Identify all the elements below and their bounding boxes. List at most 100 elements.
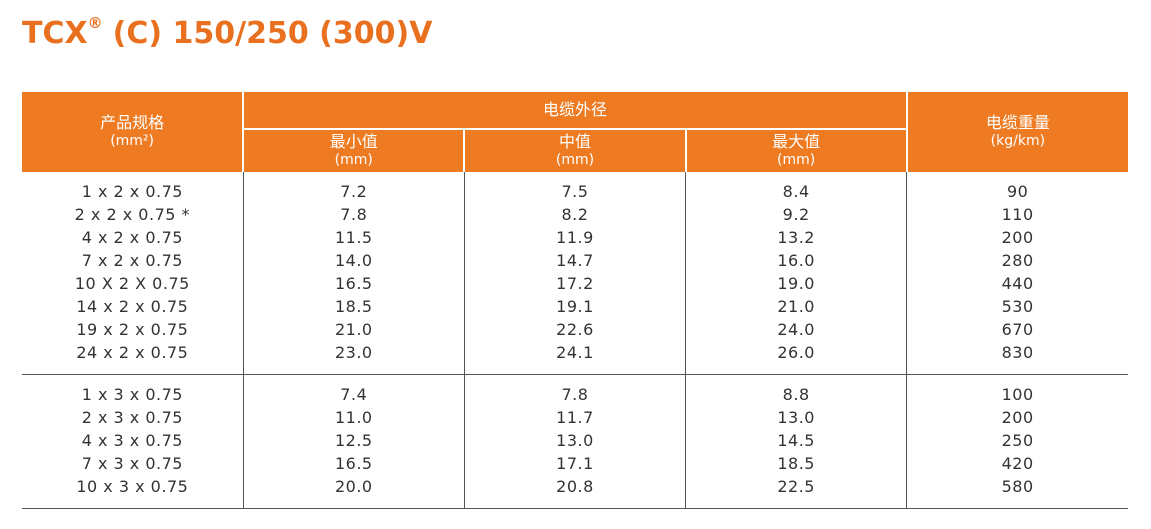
table-cell: 13.0 bbox=[463, 429, 687, 452]
table-cell: 7.2 bbox=[242, 172, 465, 203]
table-cell: 4 x 2 x 0.75 bbox=[22, 226, 244, 249]
table-cell: 100 bbox=[906, 374, 1128, 406]
table-cell: 21.0 bbox=[685, 295, 908, 318]
table-cell: 21.0 bbox=[242, 318, 465, 341]
table-cell: 22.5 bbox=[685, 475, 908, 509]
header-label: 电缆重量 bbox=[985, 113, 1050, 132]
table-cell: 830 bbox=[906, 341, 1128, 375]
table-cell: 10 X 2 X 0.75 bbox=[22, 272, 244, 295]
table-row: 14 x 2 x 0.75 18.5 19.1 21.0 530 bbox=[22, 295, 1128, 318]
table-cell: 250 bbox=[906, 429, 1128, 452]
header-unit: (mm) bbox=[334, 152, 373, 168]
table-cell: 16.5 bbox=[242, 452, 465, 475]
table-cell: 14.5 bbox=[685, 429, 908, 452]
header-label: 最小值 bbox=[329, 132, 378, 151]
table-row: 1 x 2 x 0.75 7.2 7.5 8.4 90 bbox=[22, 172, 1128, 203]
table-cell: 22.6 bbox=[463, 318, 687, 341]
table-cell: 17.2 bbox=[463, 272, 687, 295]
table-row: 4 x 3 x 0.75 12.5 13.0 14.5 250 bbox=[22, 429, 1128, 452]
table-cell: 7.5 bbox=[463, 172, 687, 203]
table-cell: 7.4 bbox=[242, 374, 465, 406]
table-cell: 7.8 bbox=[463, 374, 687, 406]
table-row: 19 x 2 x 0.75 21.0 22.6 24.0 670 bbox=[22, 318, 1128, 341]
table-cell: 11.7 bbox=[463, 406, 687, 429]
table-cell: 13.0 bbox=[685, 406, 908, 429]
title-rest: (C) 150/250 (300)V bbox=[112, 16, 433, 51]
table-cell: 7 x 2 x 0.75 bbox=[22, 249, 244, 272]
header-label: 产品规格 bbox=[100, 113, 165, 132]
table-cell: 1 x 3 x 0.75 bbox=[22, 374, 244, 406]
table-row: 7 x 3 x 0.75 16.5 17.1 18.5 420 bbox=[22, 452, 1128, 475]
table-cell: 20.8 bbox=[463, 475, 687, 509]
table-cell: 1 x 2 x 0.75 bbox=[22, 172, 244, 203]
header-label: 中值 bbox=[558, 132, 591, 151]
table-cell: 13.2 bbox=[685, 226, 908, 249]
table-cell: 19 x 2 x 0.75 bbox=[22, 318, 244, 341]
table-row: 24 x 2 x 0.75 23.0 24.1 26.0 830 bbox=[22, 341, 1128, 375]
table-row: 10 x 3 x 0.75 20.0 20.8 22.5 580 bbox=[22, 475, 1128, 509]
table-cell: 14 x 2 x 0.75 bbox=[22, 295, 244, 318]
row-group: 1 x 3 x 0.75 7.4 7.8 8.8 100 2 x 3 x 0.75 11.0… bbox=[22, 374, 1128, 509]
table-cell: 17.1 bbox=[463, 452, 687, 475]
table-cell: 200 bbox=[906, 226, 1128, 249]
header-unit: (mm²) bbox=[110, 133, 154, 149]
table-cell: 530 bbox=[906, 295, 1128, 318]
table-cell: 24 x 2 x 0.75 bbox=[22, 341, 244, 375]
table-row: 7 x 2 x 0.75 14.0 14.7 16.0 280 bbox=[22, 249, 1128, 272]
table-cell: 24.0 bbox=[685, 318, 908, 341]
title: TCX® (C) 150/250 (300)V bbox=[22, 14, 433, 51]
table-cell: 14.7 bbox=[463, 249, 687, 272]
table-cell: 9.2 bbox=[685, 203, 908, 226]
header-unit: (mm) bbox=[555, 152, 595, 168]
table-cell: 11.9 bbox=[463, 226, 687, 249]
table-cell: 19.0 bbox=[685, 272, 908, 295]
table-header: 产品规格 (mm²) 电缆外径 电缆重量 (kg/km) 最小值 (mm) 中值 (mm… bbox=[22, 92, 1128, 172]
table-row: 1 x 3 x 0.75 7.4 7.8 8.8 100 bbox=[22, 374, 1128, 406]
table-cell: 16.0 bbox=[685, 249, 908, 272]
table-cell: 4 x 3 x 0.75 bbox=[22, 429, 244, 452]
table-cell: 12.5 bbox=[242, 429, 465, 452]
table-cell: 23.0 bbox=[242, 341, 465, 375]
table-cell: 10 x 3 x 0.75 bbox=[22, 475, 244, 509]
header-cell: 最小值 (mm) bbox=[242, 128, 466, 172]
table-cell: 11.5 bbox=[242, 226, 465, 249]
table-cell: 7 x 3 x 0.75 bbox=[22, 452, 244, 475]
table-cell: 90 bbox=[906, 172, 1128, 203]
table-cell: 7.8 bbox=[242, 203, 465, 226]
table-row: 10 X 2 X 0.75 16.5 17.2 19.0 440 bbox=[22, 272, 1128, 295]
header-label: 最大值 bbox=[772, 132, 821, 151]
header-unit: (kg/km) bbox=[990, 133, 1046, 149]
header-row: 产品规格 (mm²) 电缆外径 电缆重量 (kg/km) bbox=[22, 92, 1128, 172]
table-cell: 20.0 bbox=[242, 475, 465, 509]
table-cell: 280 bbox=[906, 249, 1128, 272]
table-row: 2 x 3 x 0.75 11.0 11.7 13.0 200 bbox=[22, 406, 1128, 429]
spec-table: 产品规格 (mm²) 电缆外径 电缆重量 (kg/km) 最小值 (mm) 中值 (mm… bbox=[22, 92, 1128, 509]
title-mark: ® bbox=[87, 14, 103, 32]
header-unit: (mm) bbox=[777, 152, 816, 168]
table-cell: 18.5 bbox=[242, 295, 465, 318]
header-cell: 最大值 (mm) bbox=[684, 128, 908, 172]
table-cell: 8.8 bbox=[685, 374, 908, 406]
table-cell: 580 bbox=[906, 475, 1128, 509]
table-row: 2 x 2 x 0.75 * 7.8 8.2 9.2 110 bbox=[22, 203, 1128, 226]
table-cell: 11.0 bbox=[242, 406, 465, 429]
table-cell: 24.1 bbox=[463, 341, 687, 375]
header-row: 最小值 (mm) 中值 (mm) 最大值 (mm) bbox=[22, 128, 1128, 172]
row-group: 1 x 2 x 0.75 7.2 7.5 8.4 90 2 x 2 x 0.75 * 7.8… bbox=[22, 172, 1128, 375]
table-cell: 8.4 bbox=[685, 172, 908, 203]
table-cell: 26.0 bbox=[685, 341, 908, 375]
table-cell: 670 bbox=[906, 318, 1128, 341]
table-row: 4 x 2 x 0.75 11.5 11.9 13.2 200 bbox=[22, 226, 1128, 249]
header-cell: 中值 (mm) bbox=[463, 128, 687, 172]
table-cell: 420 bbox=[906, 452, 1128, 475]
table-cell: 440 bbox=[906, 272, 1128, 295]
table-cell: 18.5 bbox=[685, 452, 908, 475]
header-cell: 产品规格 (mm²) bbox=[22, 92, 245, 172]
header-cell: 电缆重量 (kg/km) bbox=[905, 92, 1128, 172]
table-cell: 2 x 2 x 0.75 * bbox=[22, 203, 244, 226]
table-cell: 8.2 bbox=[463, 203, 687, 226]
header-group: 电缆外径 bbox=[242, 92, 908, 129]
table-cell: 200 bbox=[906, 406, 1128, 429]
table-cell: 16.5 bbox=[242, 272, 465, 295]
